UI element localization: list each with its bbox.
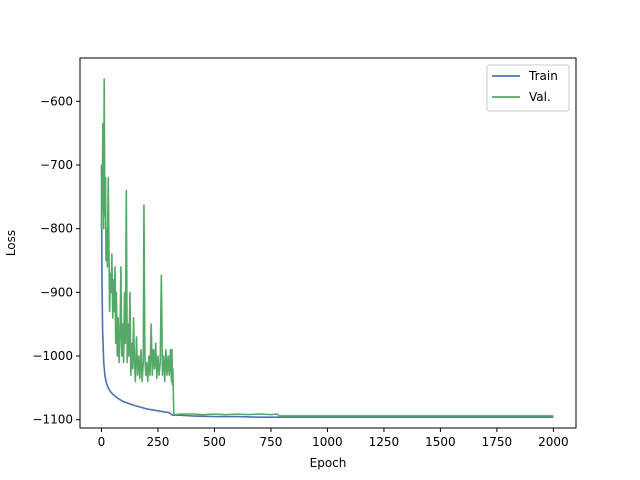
- x-axis-label: Epoch: [310, 456, 347, 470]
- x-tick-label: 500: [203, 435, 226, 449]
- y-tick-label: −1000: [32, 349, 73, 363]
- x-tick-label: 750: [259, 435, 282, 449]
- y-axis-label: Loss: [4, 230, 18, 256]
- legend-label-val: Val.: [529, 90, 551, 104]
- x-tick-label: 1250: [369, 435, 400, 449]
- legend: Train Val.: [486, 64, 570, 112]
- x-tick-label: 0: [98, 435, 106, 449]
- x-tick-label: 1750: [482, 435, 513, 449]
- x-tick-label: 250: [147, 435, 170, 449]
- y-tick-label: −700: [40, 158, 73, 172]
- series-layer: [100, 78, 554, 418]
- plot-frame: [79, 57, 577, 429]
- y-tick-label: −800: [40, 222, 73, 236]
- x-tick-label: 1000: [312, 435, 343, 449]
- y-tick-label: −900: [40, 285, 73, 299]
- legend-label-train: Train: [528, 69, 558, 83]
- y-tick-label: −1100: [32, 413, 73, 427]
- series-line-train: [100, 164, 554, 418]
- x-tick-label: 2000: [538, 435, 569, 449]
- y-tick-label: −600: [40, 94, 73, 108]
- y-axis: −1100 −1000 −900 −800 −700 −600: [32, 94, 80, 427]
- x-tick-label: 1500: [425, 435, 456, 449]
- x-axis: 0 250 500 750 1000 1250 1500 1750 2000: [98, 428, 569, 449]
- series-line-val: [100, 78, 554, 417]
